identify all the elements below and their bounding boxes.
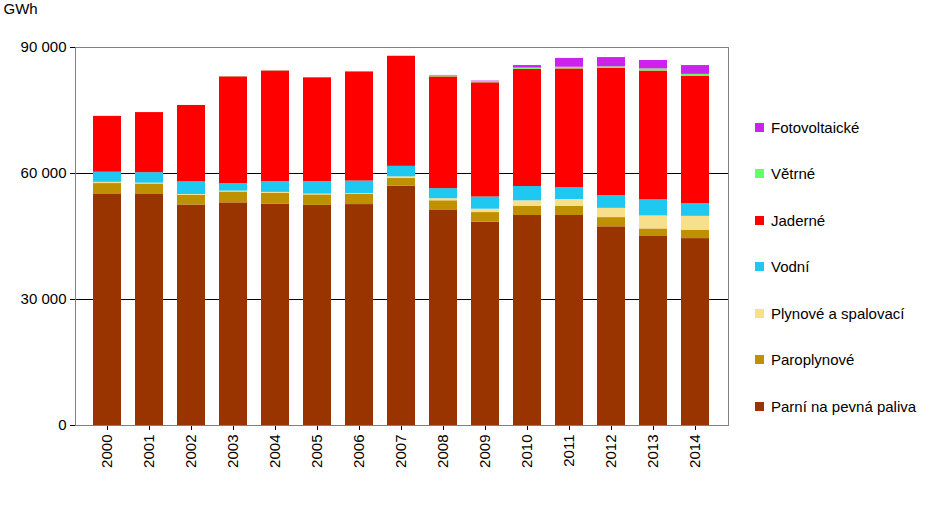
- html-text:Plynové a spalovací: Plynové a spalovací: [771, 304, 905, 322]
- svg-text:2013: 2013: [644, 435, 661, 468]
- svg-text:2001: 2001: [140, 435, 157, 468]
- svg-text:30 000: 30 000: [21, 290, 67, 307]
- svg-text:2006: 2006: [350, 435, 367, 468]
- svg-text:2000: 2000: [98, 435, 115, 468]
- svg-text:2004: 2004: [266, 435, 283, 468]
- svg-text:90 000: 90 000: [21, 38, 67, 55]
- svg-text:GWh: GWh: [4, 0, 38, 17]
- svg-text:2008: 2008: [434, 435, 451, 468]
- svg-text:2005: 2005: [308, 435, 325, 468]
- svg-text:2003: 2003: [224, 435, 241, 468]
- svg-text:2011: 2011: [560, 435, 577, 467]
- svg-text:2012: 2012: [602, 435, 619, 468]
- html-text:Parní na pevná paliva: Parní na pevná paliva: [771, 397, 917, 415]
- svg-text:2009: 2009: [476, 435, 493, 468]
- html-text:Fotovoltaické: Fotovoltaické: [771, 118, 860, 136]
- svg-text:2007: 2007: [392, 435, 409, 468]
- svg-text:60 000: 60 000: [21, 164, 67, 181]
- svg-text:2014: 2014: [686, 435, 703, 468]
- html-text:Jaderné: Jaderné: [771, 211, 826, 229]
- html-text:Paroplynové: Paroplynové: [771, 351, 855, 369]
- svg-text:2010: 2010: [518, 435, 535, 468]
- svg-text:2002: 2002: [182, 435, 199, 468]
- html-text:Vodní: Vodní: [771, 258, 810, 276]
- svg-text:0: 0: [58, 416, 66, 433]
- html-text:Větrné: Větrné: [771, 165, 816, 183]
